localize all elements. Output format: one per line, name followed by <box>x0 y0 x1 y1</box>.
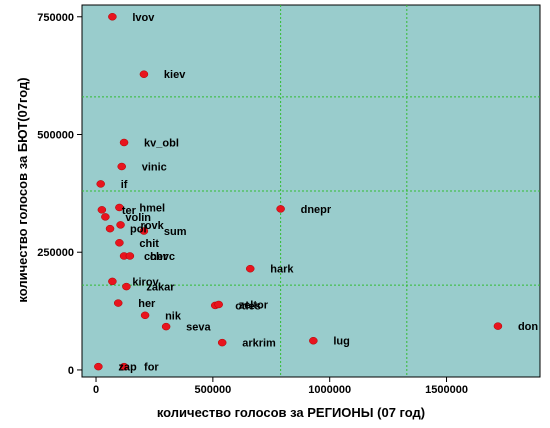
x-tick-label: 0 <box>93 384 99 396</box>
y-axis-title: количество голосов за БЮТ(07год) <box>15 77 30 302</box>
data-label-cher: cher <box>144 251 168 263</box>
data-point-vinic <box>117 162 126 171</box>
data-label-her: her <box>138 298 156 310</box>
data-point-kiev <box>139 70 149 78</box>
data-label-chit: chit <box>139 238 159 250</box>
data-label-hmel: hmel <box>139 202 165 214</box>
axis-layer: 0 500000 1000000 1500000 0 250000 500000 750000 <box>37 12 468 396</box>
data-label-zap: zap <box>118 362 137 374</box>
data-label-volin: volin <box>125 212 151 224</box>
data-label-rovk: rovk <box>141 220 165 232</box>
data-point-don <box>493 322 503 330</box>
data-label-don: don <box>518 321 538 333</box>
data-label-hark: hark <box>270 264 294 276</box>
x-tick-label: 1500000 <box>425 384 468 396</box>
data-label-sum: sum <box>164 226 187 238</box>
y-tick-label: 0 <box>68 365 74 377</box>
data-label-for: for <box>144 362 159 374</box>
data-label-ter: ter <box>122 205 137 217</box>
data-label-zeltor: zeltor <box>239 299 269 311</box>
data-point-rovk <box>116 221 125 229</box>
data-point-dnepr <box>276 205 285 213</box>
data-point-sum <box>139 227 149 235</box>
data-label-dnepr: dnepr <box>301 204 332 216</box>
data-label-kv_obl: kv_obl <box>144 137 179 149</box>
data-label-lvov: lvov <box>132 12 155 24</box>
data-point-kirov <box>108 277 117 286</box>
data-point-nik <box>140 311 150 320</box>
points-layer <box>94 13 503 371</box>
data-point-kv_obl <box>119 138 129 147</box>
data-point-zap <box>94 362 103 371</box>
data-point-lvov <box>108 13 117 21</box>
data-point-hmel <box>115 203 124 212</box>
data-point-lug <box>309 336 318 345</box>
data-label-if: if <box>121 179 128 191</box>
data-label-pol: pol <box>130 224 147 236</box>
data-point-seva <box>161 322 171 331</box>
data-label-seva: seva <box>186 322 211 334</box>
x-tick-label: 500000 <box>194 384 231 396</box>
data-label-lug: lug <box>333 336 350 348</box>
data-point-arkrim <box>217 338 227 347</box>
data-label-zakar: zakar <box>146 282 175 294</box>
data-point-ter <box>97 206 107 214</box>
y-tick-label: 500000 <box>37 129 74 141</box>
x-axis-title: количество голосов за РЕГИОНЫ (07 год) <box>157 405 425 420</box>
data-point-hark <box>245 264 255 273</box>
data-label-kiev: kiev <box>164 69 186 81</box>
data-point-zeltor <box>214 300 223 309</box>
data-point-her <box>113 299 123 307</box>
data-label-chvc: chvc <box>150 251 175 263</box>
y-tick-label: 750000 <box>37 12 74 24</box>
data-point-chit <box>115 239 124 247</box>
y-tick-label: 250000 <box>37 247 74 259</box>
data-label-arkrim: arkrim <box>242 338 276 350</box>
grid-layer <box>82 5 540 377</box>
data-point-chvc <box>125 252 135 260</box>
data-label-vinic: vinic <box>142 162 167 174</box>
data-point-volin <box>101 213 110 221</box>
data-point-for <box>119 362 129 371</box>
data-point-pol <box>105 224 115 233</box>
data-point-zakar <box>122 282 131 291</box>
data-label-nik: nik <box>165 310 182 322</box>
data-label-kirov: kirov <box>132 276 159 288</box>
data-label-odes: odes <box>235 300 261 312</box>
data-point-if <box>96 180 105 188</box>
x-tick-label: 1000000 <box>308 384 351 396</box>
